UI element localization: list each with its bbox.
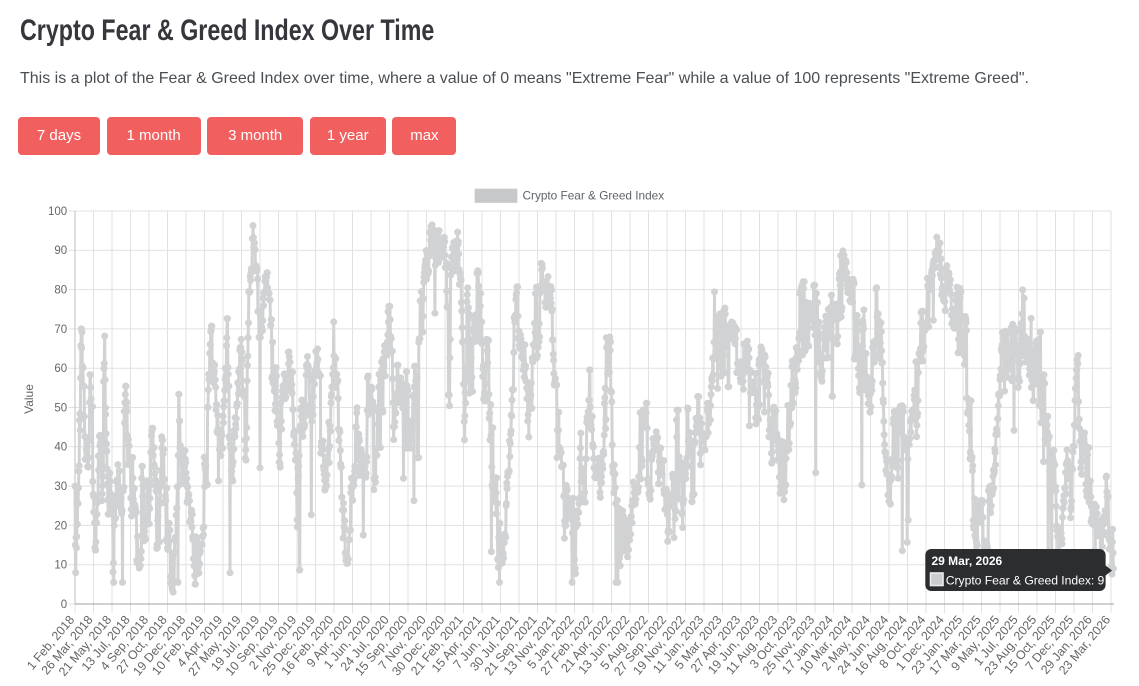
svg-text:29 Mar, 2026: 29 Mar, 2026 xyxy=(932,554,1003,568)
svg-text:60: 60 xyxy=(54,363,67,375)
svg-text:80: 80 xyxy=(54,285,67,297)
svg-text:40: 40 xyxy=(54,442,67,454)
svg-text:20: 20 xyxy=(54,520,67,532)
svg-text:Value: Value xyxy=(22,384,36,414)
svg-text:30: 30 xyxy=(54,481,67,493)
svg-text:50: 50 xyxy=(54,402,67,414)
svg-text:100: 100 xyxy=(48,206,67,218)
svg-text:10: 10 xyxy=(54,560,67,572)
svg-text:0: 0 xyxy=(61,599,67,611)
svg-text:90: 90 xyxy=(54,245,67,257)
svg-text:Crypto Fear & Greed Index: Crypto Fear & Greed Index xyxy=(523,188,665,202)
svg-text:70: 70 xyxy=(54,324,67,336)
svg-text:Crypto Fear & Greed Index: 9: Crypto Fear & Greed Index: 9 xyxy=(946,574,1105,588)
